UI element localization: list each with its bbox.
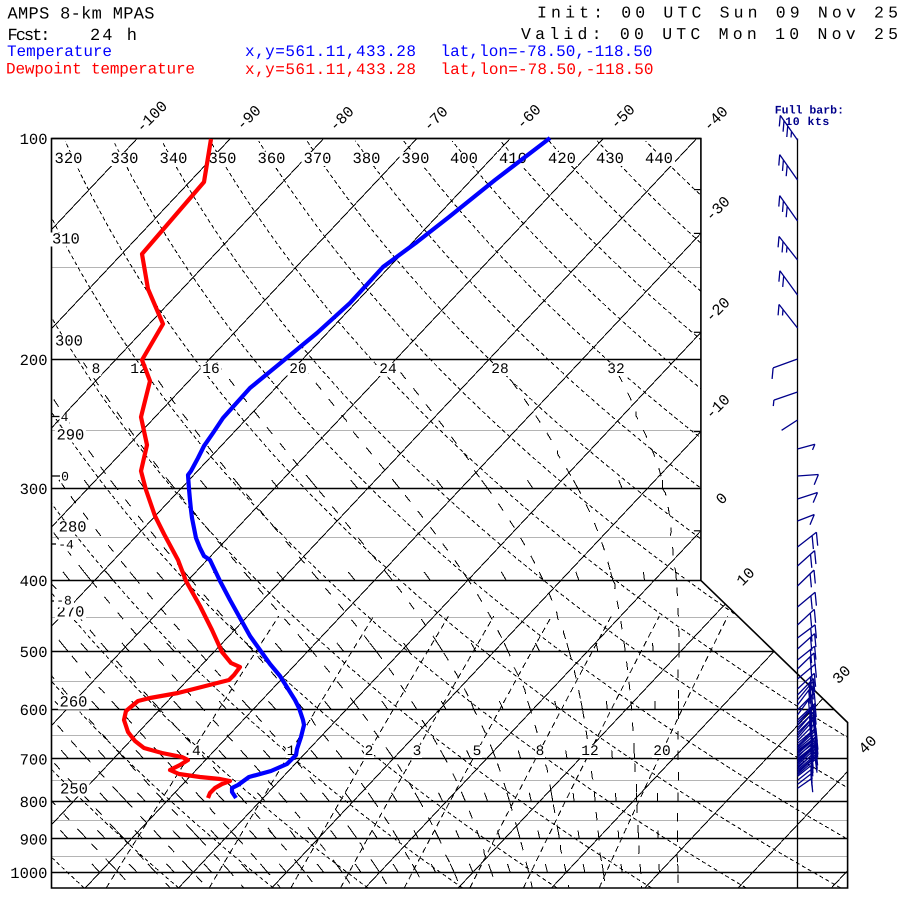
svg-text:280: 280 xyxy=(59,519,87,537)
svg-text:900: 900 xyxy=(20,831,48,849)
svg-text:340: 340 xyxy=(160,150,188,168)
svg-text:lat,lon=-78.50,-118.50: lat,lon=-78.50,-118.50 xyxy=(441,61,654,79)
svg-text:320: 320 xyxy=(55,150,83,168)
svg-text:x,y=561.11,433.28: x,y=561.11,433.28 xyxy=(245,61,416,79)
svg-text:lat,lon=-78.50,-118.50: lat,lon=-78.50,-118.50 xyxy=(441,43,653,61)
svg-text:300: 300 xyxy=(55,333,83,351)
svg-text:3: 3 xyxy=(413,744,422,760)
svg-text:360: 360 xyxy=(258,150,286,168)
svg-text:16: 16 xyxy=(202,362,219,378)
svg-text:200: 200 xyxy=(20,352,48,370)
svg-text:400: 400 xyxy=(20,573,48,591)
svg-text:-4: -4 xyxy=(58,538,74,553)
svg-text:420: 420 xyxy=(548,150,576,168)
svg-text:600: 600 xyxy=(20,702,48,720)
svg-text:250: 250 xyxy=(60,781,88,799)
svg-text:290: 290 xyxy=(56,427,84,445)
svg-text:400: 400 xyxy=(450,150,478,168)
svg-text:Valid: 00 UTC Mon 10 Nov 25: Valid: 00 UTC Mon 10 Nov 25 xyxy=(521,25,898,44)
svg-text:Temperature: Temperature xyxy=(7,43,112,61)
svg-text:5: 5 xyxy=(473,744,482,760)
svg-text:AMPS 8-km MPAS: AMPS 8-km MPAS xyxy=(8,6,155,25)
svg-text:8: 8 xyxy=(536,744,545,760)
svg-text:380: 380 xyxy=(353,150,381,168)
svg-text:0: 0 xyxy=(61,470,69,485)
svg-text:28: 28 xyxy=(491,362,508,378)
svg-text:1000: 1000 xyxy=(10,865,47,883)
svg-text:100: 100 xyxy=(20,131,48,149)
svg-text:20: 20 xyxy=(289,362,306,378)
svg-text:310: 310 xyxy=(52,231,80,249)
svg-text:8: 8 xyxy=(92,362,101,378)
svg-text:24: 24 xyxy=(379,362,396,378)
svg-text:390: 390 xyxy=(402,150,430,168)
svg-text:10 kts: 10 kts xyxy=(785,116,829,129)
svg-text:2: 2 xyxy=(365,744,374,760)
svg-text:12: 12 xyxy=(581,744,598,760)
svg-text:-8: -8 xyxy=(56,594,72,609)
svg-text:370: 370 xyxy=(304,150,332,168)
svg-text:330: 330 xyxy=(111,150,139,168)
svg-text:300: 300 xyxy=(20,481,48,499)
svg-text:700: 700 xyxy=(20,751,48,769)
svg-text:260: 260 xyxy=(60,694,88,712)
svg-text:800: 800 xyxy=(20,794,48,812)
svg-text:4: 4 xyxy=(61,410,69,425)
svg-text:32: 32 xyxy=(607,362,624,378)
svg-text:x,y=561.11,433.28: x,y=561.11,433.28 xyxy=(245,43,416,61)
svg-text:430: 430 xyxy=(596,150,624,168)
svg-text:Dewpoint temperature: Dewpoint temperature xyxy=(6,61,195,79)
svg-text:350: 350 xyxy=(209,150,237,168)
svg-text:20: 20 xyxy=(653,744,670,760)
svg-text:440: 440 xyxy=(645,150,673,168)
svg-text:500: 500 xyxy=(20,644,48,662)
